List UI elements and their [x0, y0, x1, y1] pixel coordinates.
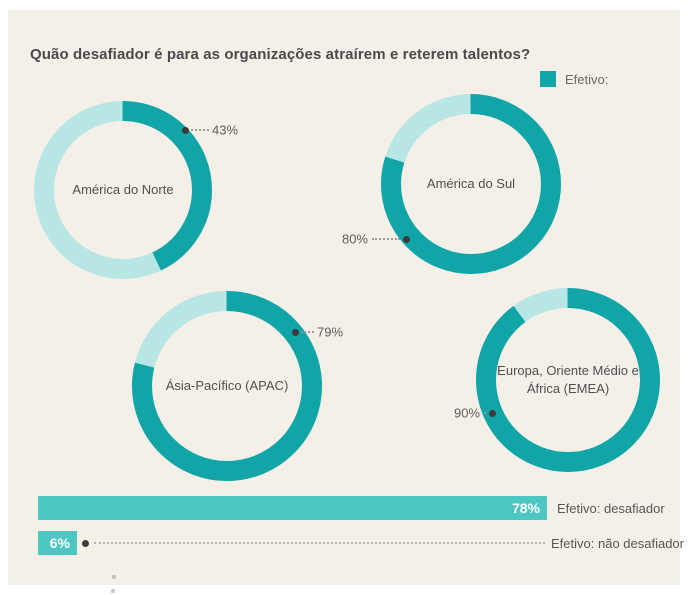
marker-dot-icon	[402, 235, 410, 243]
bar-category-label: Efetivo: não desafiador	[551, 535, 684, 551]
legend: Efetivo:	[540, 71, 608, 87]
bar-value-label: 78%	[511, 500, 540, 516]
marker-dot-icon	[181, 126, 189, 134]
marker-dot-icon	[488, 409, 496, 417]
donut-chart: Ásia-Pacífico (APAC)	[132, 291, 322, 481]
marker-dot-icon	[82, 539, 89, 547]
donut-ring	[476, 288, 660, 472]
leader-line	[301, 331, 314, 333]
bar-category-label: Efetivo: desafiador	[557, 500, 665, 516]
leader-line	[94, 542, 546, 544]
donut-ring	[34, 101, 212, 279]
leader-line	[484, 412, 486, 414]
donut-chart: América do Sul	[381, 94, 561, 274]
leader-line	[191, 129, 209, 131]
donut-value-label: 90%	[453, 405, 480, 421]
bar-nao-desafiador: 6%	[38, 531, 77, 555]
bar-row-desafiador: 78% Efetivo: desafiador	[38, 496, 684, 520]
donut-chart: Europa, Oriente Médio e África (EMEA)	[476, 288, 660, 472]
leader-line	[372, 238, 400, 240]
donut-value-label: 80%	[341, 231, 368, 247]
donut-value-label: 79%	[317, 324, 344, 340]
donut-ring	[132, 291, 322, 481]
bar-desafiador: 78%	[38, 496, 547, 520]
legend-label: Efetivo:	[565, 71, 609, 87]
bar-row-nao-desafiador: 6% Efetivo: não desafiador	[38, 531, 684, 555]
bar-value-label: 6%	[49, 535, 70, 551]
donut-ring	[381, 94, 561, 274]
donut-value-label: 43%	[212, 122, 239, 138]
marker-dot-icon	[291, 328, 299, 336]
stray-mark	[112, 575, 116, 579]
chart-title: Quão desafiador é para as organizações a…	[30, 46, 531, 63]
legend-swatch-icon	[540, 71, 556, 87]
stray-mark	[111, 589, 115, 593]
